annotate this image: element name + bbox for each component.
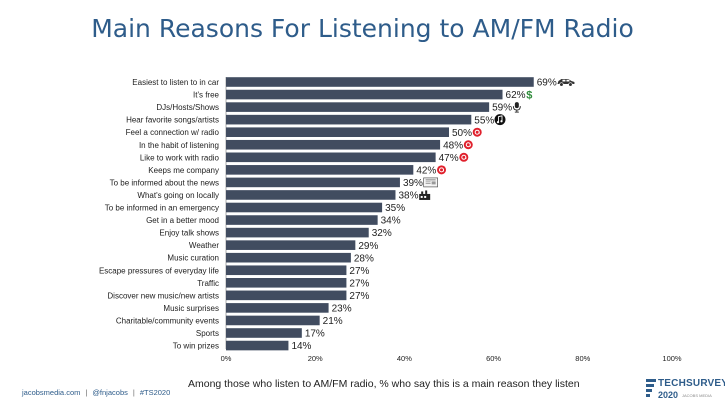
value-label: 69% <box>537 78 557 89</box>
category-label: It's free <box>193 91 220 100</box>
bar <box>226 215 378 225</box>
category-label: Get in a better mood <box>146 216 219 225</box>
bar <box>226 114 472 125</box>
category-label: DJs/Hosts/Shows <box>156 103 219 112</box>
radio-tower-icon <box>419 190 431 200</box>
techsurvey-logo: TECHSURVEY 2020 JACOBS MEDIA <box>646 376 725 404</box>
bar <box>226 102 490 112</box>
category-label: Easiest to listen to in car <box>132 78 219 87</box>
bar <box>226 328 302 338</box>
microphone-icon <box>512 102 521 113</box>
category-label: Keeps me company <box>148 166 219 175</box>
footer-credits: jacobsmedia.com | @fnjacobs | #TS2020 <box>22 388 171 397</box>
bar <box>226 89 503 100</box>
value-label: 27% <box>349 291 369 302</box>
category-label: Feel a connection w/ radio <box>126 128 220 137</box>
category-label: Escape pressures of everyday life <box>99 266 220 275</box>
value-label: 38% <box>398 191 418 202</box>
value-label: 39% <box>403 178 423 189</box>
value-label: 23% <box>332 304 352 315</box>
heart-icon <box>459 152 469 162</box>
category-label: Music curation <box>167 254 219 263</box>
value-label: 27% <box>349 266 369 277</box>
category-label: What's going on locally <box>137 191 219 200</box>
category-label: Discover new music/new artists <box>107 291 219 300</box>
value-label: 42% <box>416 165 436 176</box>
bar <box>226 265 347 276</box>
bar <box>226 252 351 263</box>
category-label: Traffic <box>197 279 219 288</box>
x-tick-label: 100% <box>662 354 682 363</box>
value-label: 55% <box>474 115 494 126</box>
bar <box>226 177 400 188</box>
value-label: 14% <box>291 341 311 352</box>
music-note-icon <box>494 114 506 126</box>
category-label: Weather <box>189 241 219 250</box>
bar <box>226 303 329 313</box>
category-label: Charitable/community events <box>116 316 219 325</box>
value-label: 17% <box>305 329 325 340</box>
bar <box>226 139 441 150</box>
value-label: 35% <box>385 203 405 214</box>
value-label: 59% <box>492 103 512 114</box>
car-icon <box>557 79 575 87</box>
dollar-icon: $ <box>526 90 532 102</box>
category-label: Sports <box>196 329 219 338</box>
logo-mark-icon <box>646 379 656 397</box>
bar <box>226 152 436 163</box>
bar <box>226 315 320 326</box>
category-label: To win prizes <box>173 342 219 351</box>
bar <box>226 77 534 87</box>
bar <box>226 340 289 351</box>
chart-caption: Among those who listen to AM/FM radio, %… <box>188 378 580 390</box>
bar <box>226 190 396 200</box>
category-label: In the habit of listening <box>139 141 219 150</box>
category-label: Like to work with radio <box>140 153 220 162</box>
bar <box>226 165 414 175</box>
category-label: Enjoy talk shows <box>159 229 219 238</box>
x-tick-label: 60% <box>486 354 501 363</box>
bar <box>226 290 347 301</box>
value-label: 27% <box>349 278 369 289</box>
value-label: 32% <box>372 228 392 239</box>
logo-year: 2020 <box>658 390 679 400</box>
value-label: 62% <box>506 90 526 101</box>
value-label: 50% <box>452 128 472 139</box>
value-label: 21% <box>323 316 343 327</box>
newspaper-icon <box>423 177 438 188</box>
x-tick-label: 0% <box>221 354 232 363</box>
x-tick-label: 80% <box>575 354 590 363</box>
heart-icon <box>472 127 482 137</box>
category-label: Music surprises <box>163 304 219 313</box>
category-label: Hear favorite songs/artists <box>126 116 219 125</box>
bar <box>226 227 369 238</box>
x-tick-label: 20% <box>308 354 323 363</box>
bar <box>226 240 356 250</box>
x-tick-label: 40% <box>397 354 412 363</box>
bar <box>226 202 383 213</box>
value-label: 48% <box>443 140 463 151</box>
value-label: 34% <box>381 216 401 227</box>
logo-byline: JACOBS MEDIA <box>682 393 712 398</box>
value-label: 47% <box>439 153 459 164</box>
bar <box>226 127 449 137</box>
bar <box>226 278 347 288</box>
value-label: 29% <box>358 241 378 252</box>
page-title: Main Reasons For Listening to AM/FM Radi… <box>91 14 634 43</box>
value-label: 28% <box>354 253 374 264</box>
footer-site-link[interactable]: jacobsmedia.com <box>22 388 81 397</box>
svg-text:$: $ <box>526 90 532 102</box>
footer-hashtag: #TS2020 <box>139 388 171 397</box>
heart-icon <box>437 165 447 175</box>
category-label: To be informed in an emergency <box>105 204 219 213</box>
category-label: To be informed about the news <box>110 178 219 187</box>
logo-name: TECHSURVEY <box>658 378 725 389</box>
footer-handle[interactable]: @fnjacobs <box>92 388 128 397</box>
heart-icon <box>463 140 473 150</box>
